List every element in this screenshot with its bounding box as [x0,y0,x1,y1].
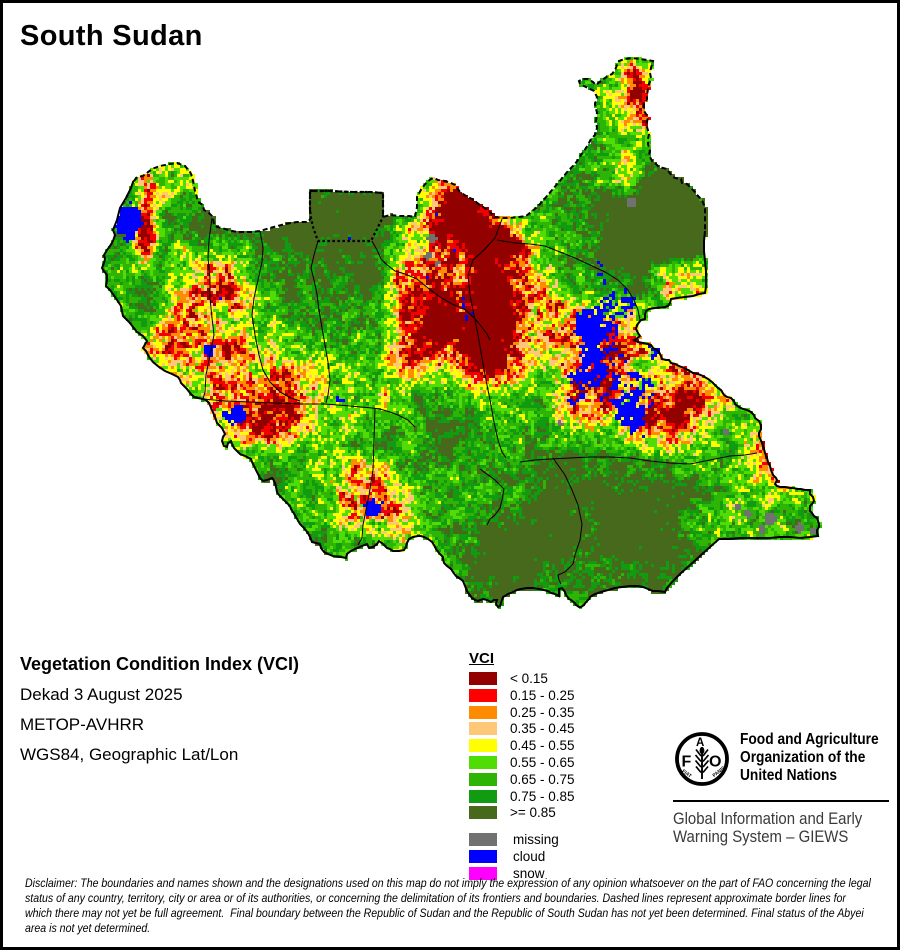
svg-text:F: F [682,754,692,771]
svg-text:FIAT: FIAT [681,768,693,779]
svg-text:O: O [709,754,721,771]
svg-text:A: A [696,737,704,749]
